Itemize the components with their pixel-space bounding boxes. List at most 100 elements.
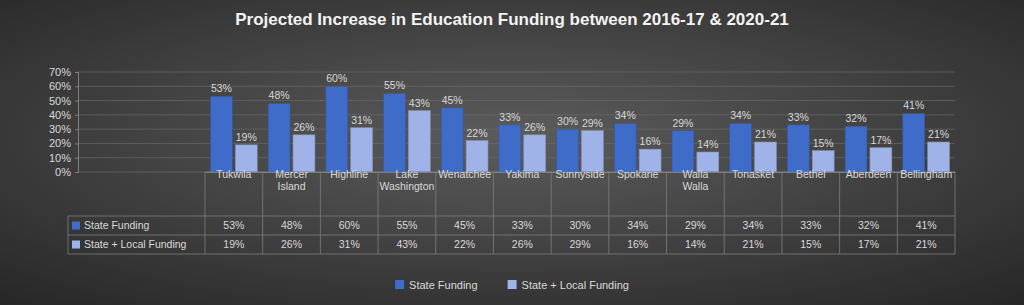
tick-label-line: Walla — [682, 168, 708, 180]
table-row-header: State Funding — [84, 219, 150, 231]
x-tick: Aberdeen — [846, 168, 892, 180]
tick-label: 60% — [49, 80, 71, 92]
tick-label-line: Lake — [396, 168, 419, 180]
table-cell: 33% — [512, 219, 533, 231]
bar — [524, 135, 546, 172]
y-tick: 70% — [49, 66, 78, 78]
table-cell: 34% — [627, 219, 648, 231]
table-cell: 30% — [569, 219, 590, 231]
tick-label: 40% — [49, 109, 71, 121]
bars — [210, 86, 949, 172]
table-cell: 16% — [627, 238, 648, 250]
tick-label-line: Mercer — [275, 168, 308, 180]
table-line — [262, 172, 263, 254]
tick-label: Wenatchee — [438, 168, 491, 180]
x-tick: MercerIsland — [275, 168, 308, 192]
y-tick: 0% — [55, 166, 78, 178]
data-label: 29% — [582, 117, 603, 129]
y-tick: 40% — [49, 109, 78, 121]
bar — [293, 135, 315, 172]
legend: State Funding State + Local Funding — [395, 279, 629, 291]
data-label: 34% — [615, 109, 636, 121]
tick-label: MercerIsland — [275, 168, 308, 192]
table-cell: 22% — [454, 238, 475, 250]
data-label: 33% — [499, 111, 520, 123]
tick-label-line: Tukwila — [216, 168, 251, 180]
tick-label: WallaWalla — [682, 168, 708, 192]
tick-label-line: Sunnyside — [555, 168, 604, 180]
tick-label-line: Wenatchee — [438, 168, 491, 180]
axis-line — [75, 73, 79, 173]
tick-mark — [75, 158, 78, 159]
tick-mark — [75, 172, 78, 173]
data-label: 53% — [211, 82, 232, 94]
y-tick: 30% — [49, 123, 78, 135]
legend-key — [395, 280, 404, 289]
tick-label: 70% — [49, 66, 71, 78]
table-line — [68, 254, 955, 255]
table-cell: 48% — [281, 219, 302, 231]
x-axis: TukwilaMercerIslandHighlineLakeWashingto… — [206, 168, 956, 192]
tick-label-line: Yakima — [505, 168, 539, 180]
data-label: 21% — [928, 128, 949, 140]
tick-label: Tonasket — [732, 168, 774, 180]
table-row-header: State + Local Funding — [84, 238, 187, 250]
tick-label-line: Spokane — [617, 168, 659, 180]
x-tick: Highline — [330, 168, 368, 180]
tick-mark — [75, 129, 78, 130]
tick-label: 30% — [49, 123, 71, 135]
data-label: 31% — [351, 114, 372, 126]
x-tick: Bellingham — [900, 168, 952, 180]
bar — [268, 103, 290, 172]
legend-item: State + Local Funding — [508, 279, 629, 291]
tick-label: Aberdeen — [846, 168, 892, 180]
table-cell: 53% — [223, 219, 244, 231]
data-label: 19% — [236, 131, 257, 143]
table-key — [72, 241, 80, 249]
table-cell: 33% — [800, 219, 821, 231]
tick-label: 10% — [49, 152, 71, 164]
tick-label-line: Walla — [682, 180, 708, 192]
table-line — [955, 172, 956, 254]
tick-label-line: Tonasket — [732, 168, 774, 180]
bar — [787, 125, 809, 172]
data-label: 48% — [269, 89, 290, 101]
y-axis: 0%10%20%30%40%50%60%70% — [49, 66, 79, 178]
tick-label: Sunnyside — [555, 168, 604, 180]
legend-item: State Funding — [395, 279, 478, 291]
table-cell: 32% — [858, 219, 879, 231]
background — [0, 0, 1024, 305]
data-label: 15% — [813, 137, 834, 149]
bar — [326, 86, 348, 172]
tick-label: 50% — [49, 95, 71, 107]
table-line — [68, 235, 955, 236]
tick-label: Highline — [330, 168, 368, 180]
legend-label: State Funding — [409, 279, 478, 291]
y-tick: 10% — [49, 152, 78, 164]
x-tick: Tonasket — [732, 168, 774, 180]
data-label: 32% — [846, 112, 867, 124]
x-tick: WallaWalla — [682, 168, 708, 192]
table-cell: 31% — [339, 238, 360, 250]
x-tick: Bethel — [796, 168, 826, 180]
data-label: 17% — [870, 134, 891, 146]
tick-label: Yakima — [505, 168, 539, 180]
table-line — [608, 172, 609, 254]
grid-line — [78, 86, 955, 87]
tick-label: 0% — [55, 166, 71, 178]
data-label: 41% — [903, 99, 924, 111]
title: Projected Increase in Education Funding … — [235, 10, 789, 29]
tick-mark — [75, 72, 78, 73]
bar — [614, 123, 636, 172]
series — [210, 86, 924, 172]
table-line — [897, 172, 898, 254]
table-line — [435, 172, 436, 254]
tick-label: Bethel — [796, 168, 826, 180]
tick-mark — [75, 115, 78, 116]
legend-label: State + Local Funding — [522, 279, 629, 291]
data-label: 33% — [788, 111, 809, 123]
table-cell: 60% — [339, 219, 360, 231]
chart: Projected Increase in Education Funding … — [0, 0, 1024, 305]
table-cell: 26% — [281, 238, 302, 250]
tick-label-line: Bethel — [796, 168, 826, 180]
